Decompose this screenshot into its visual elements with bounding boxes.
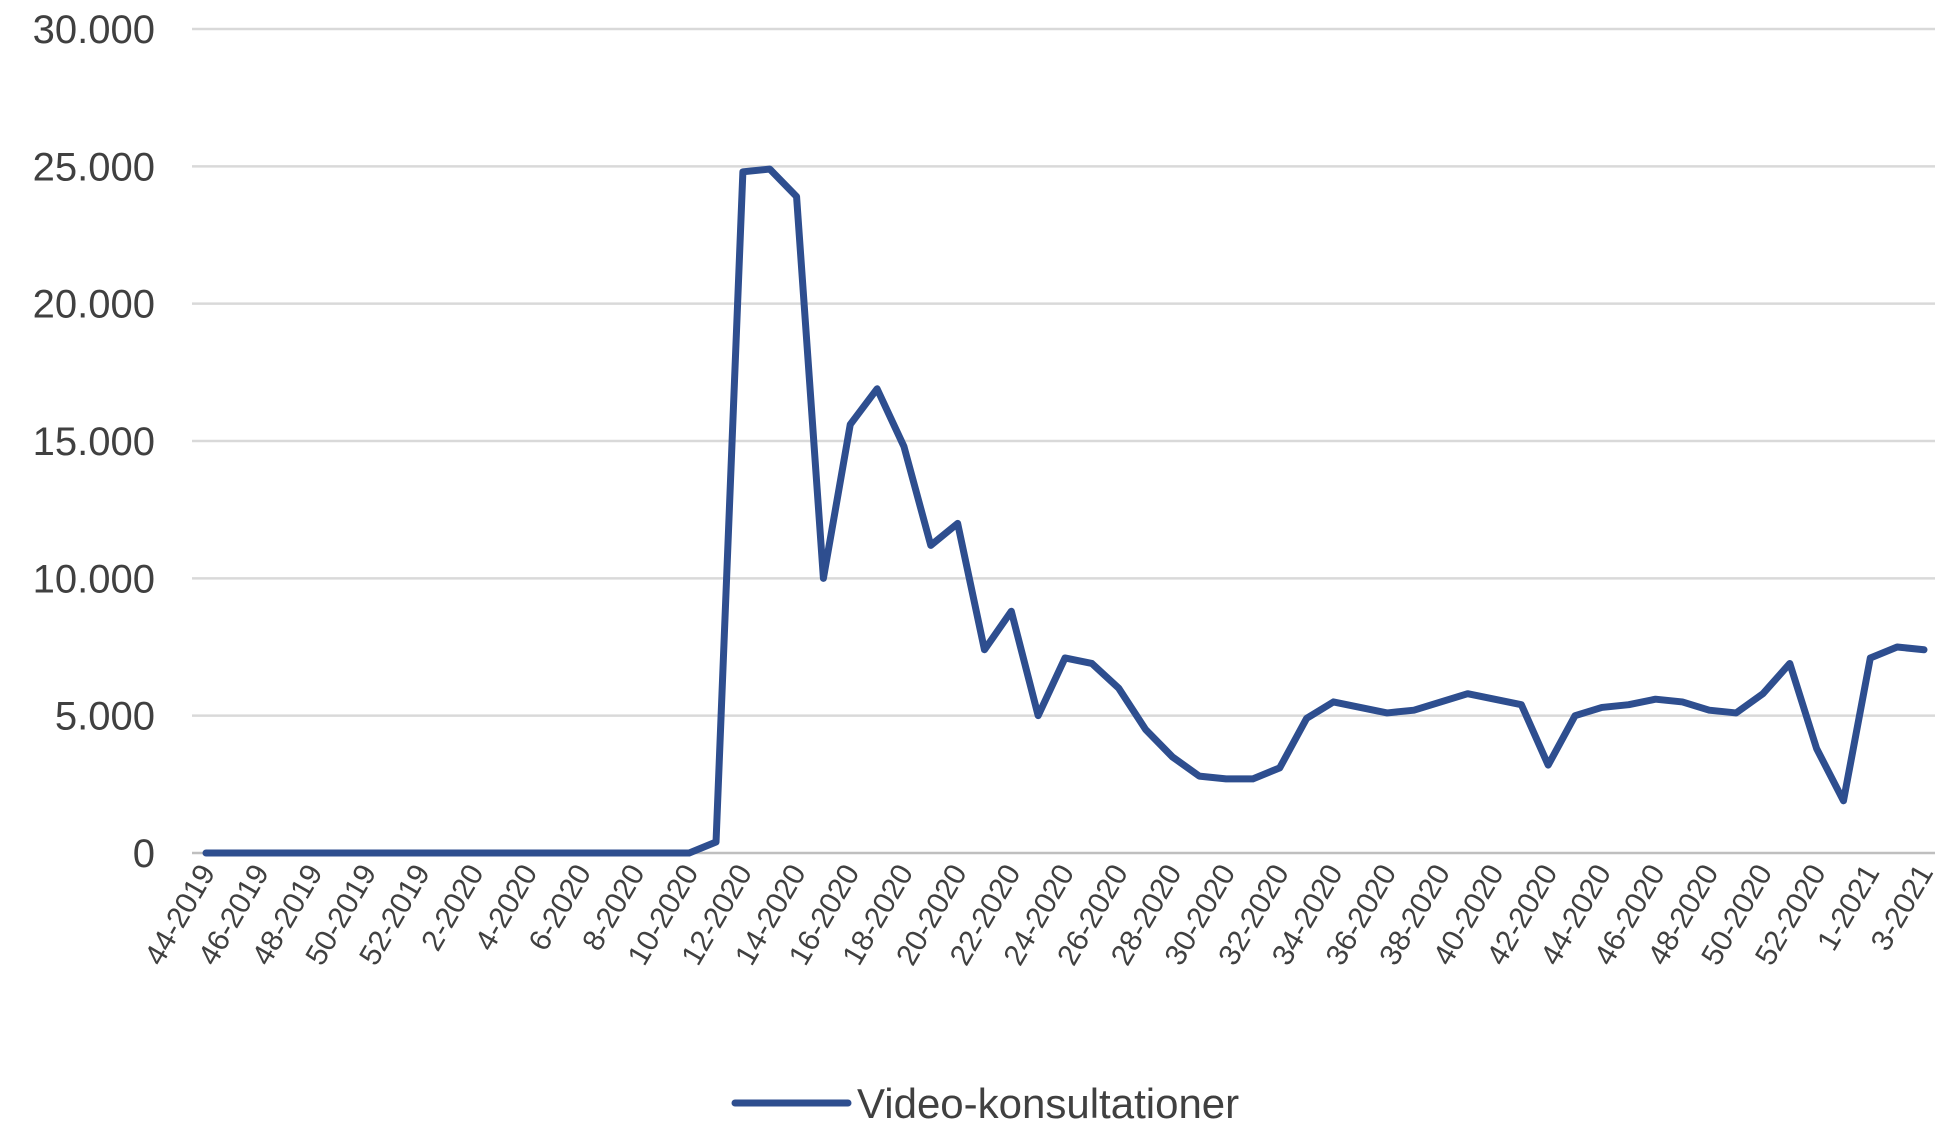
y-axis-tick-labels: 0 5.000 10.000 15.000 20.000 25.000 30.000 xyxy=(33,8,155,876)
y-tick-label: 20.000 xyxy=(33,283,155,327)
gridlines xyxy=(192,27,1935,855)
y-tick-label: 0 xyxy=(133,832,155,876)
legend-label-video-konsultationer: Video-konsultationer xyxy=(857,1080,1239,1127)
series-layer xyxy=(202,165,1928,857)
y-tick-label: 30.000 xyxy=(33,8,155,52)
y-tick-label: 25.000 xyxy=(33,145,155,189)
y-tick-label: 5.000 xyxy=(55,695,155,739)
y-tick-label: 10.000 xyxy=(33,557,155,601)
y-tick-label: 15.000 xyxy=(33,420,155,464)
legend: Video-konsultationer xyxy=(731,1080,1239,1127)
x-axis-tick-labels: 44-201946-201948-201950-201952-20192-202… xyxy=(138,859,1940,971)
series-line-video-konsultationer xyxy=(202,165,1928,857)
